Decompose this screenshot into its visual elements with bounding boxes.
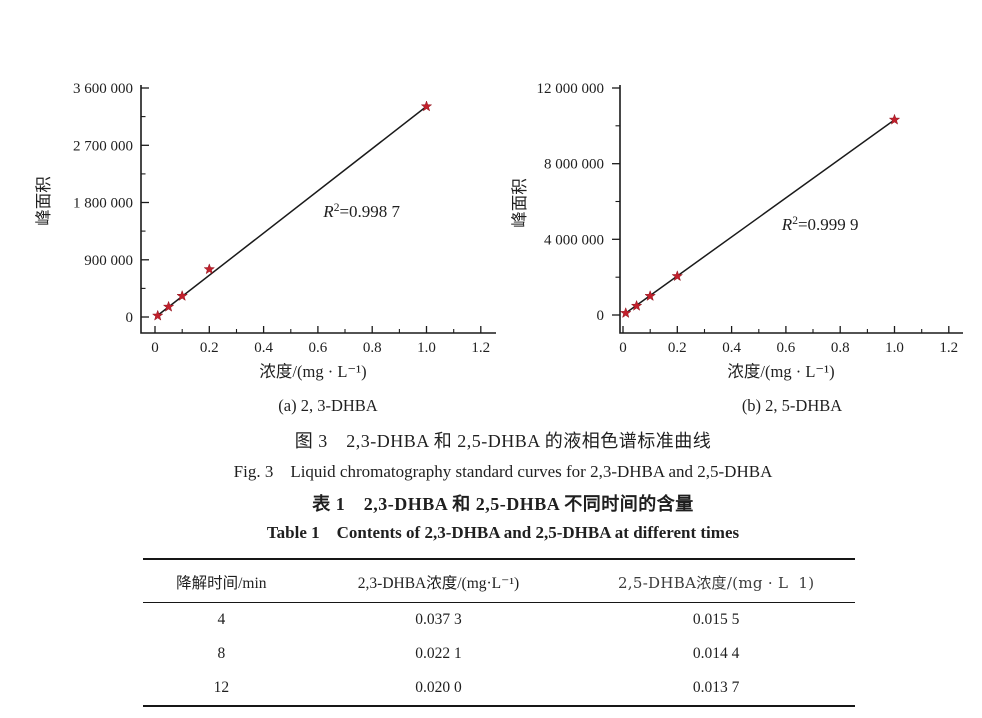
x-tick-label: 0.8 <box>363 340 382 356</box>
y-tick-label: 900 000 <box>84 253 133 269</box>
cell-25dhba: 0.014 4 <box>692 645 740 662</box>
cell-25dhba: 0.013 7 <box>692 679 740 696</box>
data-point-star <box>644 289 656 302</box>
table-caption-zh: 表 1 2,3-DHBA 和 2,5-DHBA 不同时间的含量 <box>312 494 694 514</box>
y-tick-label: 1 800 000 <box>73 196 133 212</box>
data-point-star <box>671 270 684 282</box>
cell-23dhba: 0.037 3 <box>415 611 462 628</box>
data-point-star <box>888 113 901 125</box>
x-tick-label: 0.4 <box>254 340 273 356</box>
r-squared-annotation: R2=0.998 7 <box>322 202 400 221</box>
r-squared-annotation: R2=0.999 9 <box>781 215 859 234</box>
y-tick-label: 2 700 000 <box>73 138 133 154</box>
figure-caption-zh: 图 3 2,3-DHBA 和 2,5-DHBA 的液相色谱标准曲线 <box>294 431 712 451</box>
data-point-star <box>203 263 216 275</box>
x-tick-label: 0.6 <box>777 340 796 356</box>
fit-line <box>625 119 895 314</box>
chart-b-standard-curve: 0 0.2 0.4 0.6 0.8 1.0 1.2 0 4 000 000 8 000 000 12… <box>505 75 982 420</box>
x-axis-label: 浓度/(mg · L⁻¹) <box>259 362 366 381</box>
data-point-star <box>162 300 175 312</box>
x-tick-label: 0.2 <box>668 340 687 356</box>
axes <box>140 85 496 334</box>
contents-table-wrapper: 降解时间/min 2,3-DHBA浓度/(mg·L⁻¹) 2,5-DHBA浓度/… <box>143 558 855 707</box>
y-tick-label: 3 600 000 <box>73 81 133 97</box>
x-tick-label: 1.0 <box>417 340 436 356</box>
header-degradation-time: 降解时间/min <box>143 559 300 603</box>
axes <box>612 85 963 334</box>
x-tick-label: 0.2 <box>200 340 219 356</box>
table-row: 8 0.022 1 0.014 4 <box>143 637 855 671</box>
x-tick-label: 0.6 <box>309 340 328 356</box>
x-tick-label: 1.2 <box>471 340 490 356</box>
cell-time: 12 <box>213 679 230 696</box>
table-caption-en: Table 1 Contents of 2,3-DHBA and 2,5-DHB… <box>266 523 740 542</box>
cell-25dhba: 0.015 5 <box>692 611 740 628</box>
chart-a-standard-curve: 0 0.2 0.4 0.6 0.8 1.0 1.2 0 900 000 1 800 000 2 70… <box>34 75 515 420</box>
tick-labels: 0 0.2 0.4 0.6 0.8 1.0 1.2 0 4 000 000 8 000 000 12… <box>537 81 959 356</box>
table-row: 4 0.037 3 0.015 5 <box>143 603 855 638</box>
cell-23dhba: 0.022 1 <box>415 645 462 662</box>
cell-time: 4 <box>217 611 226 628</box>
data-point-star <box>151 309 164 321</box>
y-tick-label: 0 <box>126 310 134 326</box>
data-points <box>151 100 433 321</box>
data-point-star <box>176 289 188 301</box>
cell-time: 8 <box>217 645 226 662</box>
header-25dhba-concentration: 2,5-DHBA浓度/(mg · L 1) <box>577 559 855 603</box>
y-tick-label: 12 000 000 <box>537 81 605 97</box>
x-tick-label: 1.0 <box>885 340 904 356</box>
fit-line <box>157 105 427 316</box>
tick-labels: 0 0.2 0.4 0.6 0.8 1.0 1.2 0 900 000 1 800 000 2 70… <box>73 81 490 356</box>
subplot-caption: (a) 2, 3-DHBA <box>278 396 378 415</box>
x-tick-label: 1.2 <box>939 340 958 356</box>
header-23dhba-concentration: 2,3-DHBA浓度/(mg·L⁻¹) <box>299 559 578 603</box>
data-points <box>619 113 901 319</box>
y-tick-label: 4 000 000 <box>544 232 604 248</box>
chart-a-svg: 0 0.2 0.4 0.6 0.8 1.0 1.2 0 900 000 1 800 000 2 70… <box>34 81 496 415</box>
subplot-caption: (b) 2, 5-DHBA <box>742 396 842 415</box>
table-row: 12 0.020 0 0.013 7 <box>143 671 855 706</box>
y-axis-label: 峰面积 <box>35 176 53 226</box>
x-tick-label: 0.8 <box>831 340 850 356</box>
y-axis-label: 峰面积 <box>510 178 529 228</box>
data-point-star <box>630 299 643 311</box>
figure-caption-en: Fig. 3 Liquid chromatography standard cu… <box>233 462 773 481</box>
x-tick-label: 0 <box>151 340 159 356</box>
x-tick-label: 0.4 <box>722 340 741 356</box>
cell-23dhba: 0.020 0 <box>415 679 462 696</box>
y-tick-label: 0 <box>597 308 605 324</box>
y-tick-label: 8 000 000 <box>544 157 604 173</box>
data-point-star <box>619 306 632 319</box>
x-tick-label: 0 <box>619 340 627 356</box>
data-point-star <box>420 100 433 112</box>
x-axis-label: 浓度/(mg · L⁻¹) <box>727 362 834 381</box>
chart-b-svg: 0 0.2 0.4 0.6 0.8 1.0 1.2 0 4 000 000 8 000 000 12… <box>510 81 963 415</box>
contents-table: 降解时间/min 2,3-DHBA浓度/(mg·L⁻¹) 2,5-DHBA浓度/… <box>143 558 855 707</box>
table-header-row: 降解时间/min 2,3-DHBA浓度/(mg·L⁻¹) 2,5-DHBA浓度/… <box>143 559 855 603</box>
